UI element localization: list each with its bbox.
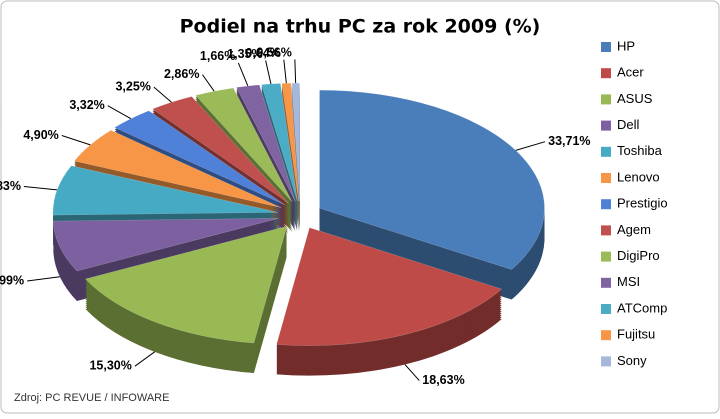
slice-side (281, 91, 299, 210)
legend-label: Sony (617, 353, 647, 368)
leader-line (134, 351, 156, 367)
legend-label: DigiPro (617, 248, 660, 263)
legend-swatch (601, 277, 611, 288)
legend-label: Acer (617, 65, 644, 80)
legend-label: ATComp (617, 300, 667, 315)
slice (319, 89, 545, 270)
data-label: 2,86% (164, 67, 199, 81)
leader-line (27, 276, 60, 282)
slice (53, 218, 279, 272)
leader-line (107, 105, 132, 120)
legend-swatch (601, 251, 611, 262)
slice-side (236, 86, 296, 204)
legend-swatch (601, 173, 611, 183)
data-label: 4,90% (23, 128, 58, 142)
slice (236, 84, 296, 202)
data-label: 3,25% (115, 79, 150, 93)
slice-side (281, 89, 299, 208)
slice-side (261, 87, 298, 206)
legend-label: Dell (617, 117, 640, 132)
data-label: 1,35% (227, 47, 262, 61)
leader-line (23, 186, 58, 191)
legend-label: Toshiba (617, 143, 663, 158)
slice-side (236, 88, 296, 206)
leader-line (404, 364, 420, 381)
data-label: 6,99% (0, 273, 24, 287)
legend-swatch (601, 356, 611, 367)
slice (52, 165, 279, 216)
slice-side (261, 85, 298, 204)
data-label: 6,83% (0, 179, 21, 193)
legend-swatch (601, 120, 611, 131)
data-label: 3,32% (69, 98, 104, 112)
data-label: 15,30% (89, 358, 131, 372)
legend-swatch (601, 225, 611, 236)
leader-line (153, 86, 172, 103)
data-label: 1,66% (200, 49, 235, 63)
legend-swatch (601, 94, 611, 105)
legend-label: Fujitsu (617, 327, 655, 342)
slice-side (281, 87, 299, 206)
leader-line (202, 74, 215, 92)
slice-side (281, 85, 299, 204)
leader-line (61, 135, 91, 146)
legend-swatch (601, 330, 611, 341)
data-label: 0,56% (256, 46, 291, 60)
leader-line (294, 59, 297, 84)
data-label: 18,63% (422, 373, 464, 387)
slice-side (236, 90, 296, 208)
legend-label: Lenovo (617, 169, 660, 184)
legend-label: HP (617, 38, 635, 53)
slice (276, 227, 503, 346)
source-note: Zdroj: PC REVUE / INFOWARE (14, 392, 169, 404)
leader-line (237, 62, 249, 87)
slice (85, 225, 288, 344)
legend-swatch (601, 146, 611, 157)
legend-label: MSI (617, 274, 640, 289)
slice (291, 82, 300, 202)
slice-side (261, 89, 298, 208)
data-label: 0,64% (245, 46, 280, 60)
legend-label: Prestigio (617, 196, 668, 211)
leader-line (265, 60, 272, 85)
legend-swatch (601, 304, 611, 314)
leader-line (283, 59, 287, 84)
data-label: 33,71% (548, 134, 590, 148)
leader-line (515, 141, 546, 151)
legend-label: ASUS (617, 91, 653, 106)
slice (261, 83, 298, 202)
chart-title: Podiel na trhu PC za rok 2009 (%) (180, 16, 541, 38)
legend-swatch (601, 199, 611, 210)
legend-swatch (601, 68, 611, 79)
legend-swatch (601, 42, 611, 52)
legend-label: Agem (617, 222, 651, 237)
